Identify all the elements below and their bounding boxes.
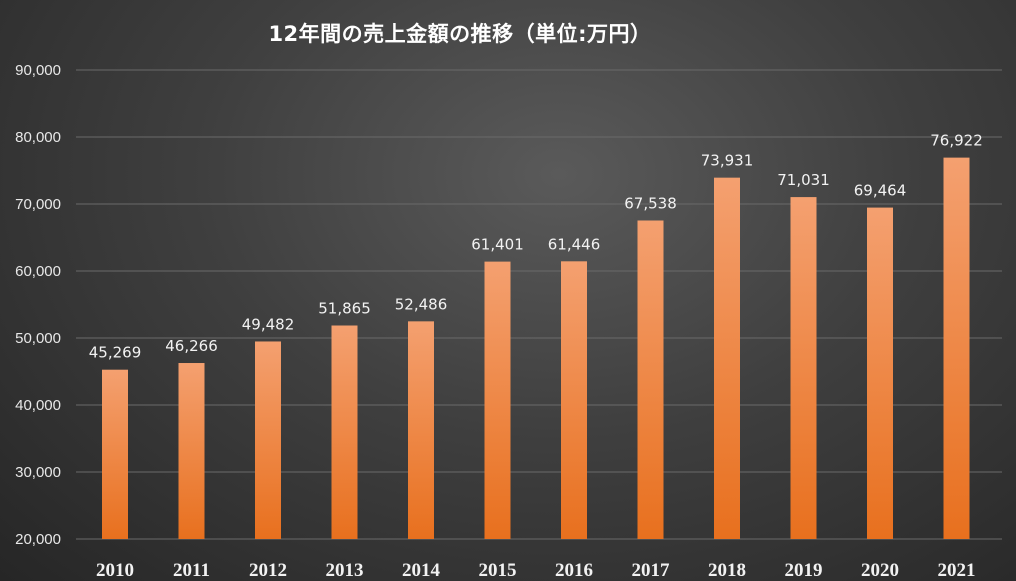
data-label-2010: 45,269 xyxy=(89,344,142,362)
x-tick-label-2020: 2020 xyxy=(861,560,899,581)
y-tick-label: 60,000 xyxy=(15,263,61,280)
x-tick-label-2011: 2011 xyxy=(173,560,210,581)
data-label-2020: 69,464 xyxy=(854,182,907,200)
data-label-2014: 52,486 xyxy=(395,295,448,313)
y-tick-label: 90,000 xyxy=(15,62,61,79)
x-tick-label-2012: 2012 xyxy=(249,560,287,581)
data-label-2011: 46,266 xyxy=(165,337,218,355)
y-tick-label: 80,000 xyxy=(15,129,61,146)
x-tick-label-2021: 2021 xyxy=(938,560,976,581)
y-tick-label: 50,000 xyxy=(15,330,61,347)
x-tick-label-2014: 2014 xyxy=(402,560,441,581)
y-tick-label: 40,000 xyxy=(15,397,61,414)
bar-2015 xyxy=(484,261,511,539)
data-label-2017: 67,538 xyxy=(624,194,677,212)
x-tick-label-2016: 2016 xyxy=(555,560,593,581)
x-tick-label-2015: 2015 xyxy=(479,560,517,581)
data-label-2019: 71,031 xyxy=(777,171,830,189)
bar-2019 xyxy=(790,197,817,540)
x-tick-label-2017: 2017 xyxy=(632,560,671,581)
x-tick-label-2010: 2010 xyxy=(96,560,134,581)
y-tick-label: 30,000 xyxy=(15,464,61,481)
bars xyxy=(102,157,970,540)
bar-2018 xyxy=(714,177,740,539)
data-labels: 45,269 46,266 49,482 51,865 52,486 61,401 61,4… xyxy=(89,132,983,362)
data-label-2016: 61,446 xyxy=(548,235,601,253)
x-tick-label-2013: 2013 xyxy=(326,560,364,581)
bar-2017 xyxy=(637,220,664,539)
data-label-2015: 61,401 xyxy=(471,236,524,254)
y-tick-label: 20,000 xyxy=(15,531,61,548)
y-tick-label: 70,000 xyxy=(15,196,61,213)
x-tick-label-2019: 2019 xyxy=(785,560,823,581)
data-label-2012: 49,482 xyxy=(242,315,295,333)
data-label-2018: 73,931 xyxy=(701,152,754,170)
bar-2014 xyxy=(408,321,434,539)
x-tick-label-2018: 2018 xyxy=(708,560,746,581)
x-axis-ticks: 2010 2011 2012 2013 2014 2015 2016 2017 2018 2019… xyxy=(96,560,976,581)
bar-2011 xyxy=(178,363,205,539)
y-axis-ticks: 20,000 30,000 40,000 50,000 60,000 70,000 80,0… xyxy=(15,62,61,548)
chart-title: 12年間の売上金額の推移（単位:万円） xyxy=(268,22,652,46)
bar-2020 xyxy=(867,207,893,540)
bar-2013 xyxy=(331,325,358,539)
bar-2012 xyxy=(255,341,281,539)
data-label-2021: 76,922 xyxy=(930,132,983,150)
gridlines xyxy=(76,69,1002,540)
bar-2021 xyxy=(943,157,970,539)
data-label-2013: 51,865 xyxy=(318,300,371,318)
bar-2010 xyxy=(102,369,128,539)
bar-2016 xyxy=(561,261,587,539)
